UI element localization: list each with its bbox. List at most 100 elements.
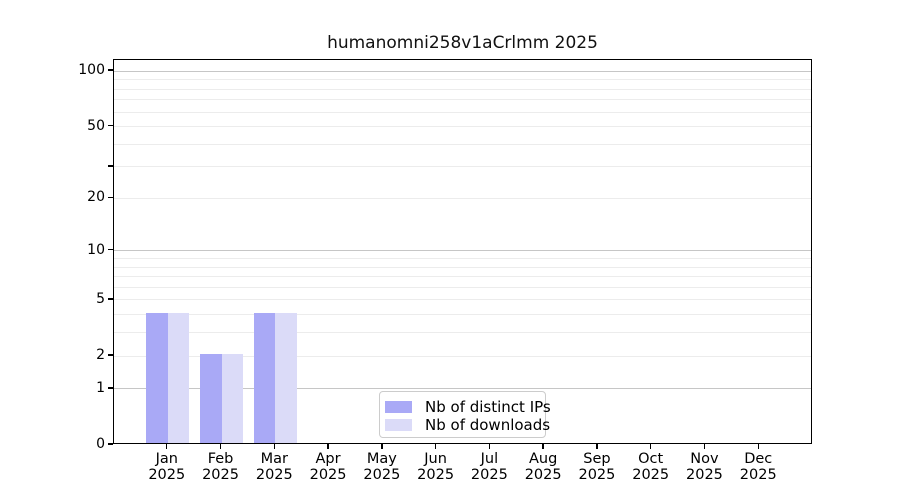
x-tick-label-year: 2025 [524,467,562,483]
x-tick [166,444,168,449]
gridline-minor [114,88,811,90]
y-tick-label: 50 [87,117,105,134]
gridline-minor [114,143,811,145]
y-tick [108,443,113,445]
x-tick-label-month: Oct [638,451,664,467]
legend-swatch-downloads-icon [385,419,412,431]
gridline-minor [114,266,811,268]
plot-area: Nb of distinct IPs Nb of downloads [113,59,812,444]
x-tick-label: Aug 2025 [508,451,578,483]
legend-swatch-distinct-ips-icon [385,401,412,413]
x-tick-label-month: Dec [744,451,773,467]
x-tick-label-month: May [366,451,397,467]
y-tick [108,387,113,389]
gridline-minor [114,355,811,357]
y-tick-label: 2 [96,347,105,363]
x-tick [542,444,544,449]
y-tick [108,69,113,71]
x-tick [273,444,275,449]
chart-title: humanomni258v1aCrlmm 2025 [327,33,598,53]
gridline-minor [114,166,811,168]
x-tick-label-year: 2025 [309,467,347,483]
y-tick [108,354,113,356]
y-tick-label: 10 [87,241,105,258]
x-tick-label-year: 2025 [417,467,455,483]
x-tick-label-year: 2025 [470,467,508,483]
x-tick [434,444,437,449]
gridline-major [114,388,811,390]
gridline-minor [114,111,811,113]
x-tick-label: Feb 2025 [186,451,256,483]
gridline-minor [114,79,811,81]
x-tick-label-month: Aug [528,451,558,467]
gridline-minor [114,299,811,301]
x-tick-label: Dec 2025 [723,451,793,483]
legend-entry-distinct-ips: Nb of distinct IPs [385,398,551,416]
x-tick [219,444,222,449]
y-tick [108,165,113,167]
x-tick-label-year: 2025 [739,467,777,483]
gridline-minor [114,99,811,101]
bar-downloads [275,312,297,443]
legend-label-downloads: Nb of downloads [425,416,551,434]
x-tick-label-year: 2025 [363,467,401,483]
x-tick-label-year: 2025 [632,467,670,483]
x-tick-label: Jul 2025 [454,451,524,483]
y-tick [108,249,113,251]
gridline-major [114,250,811,252]
gridline-minor [114,257,811,259]
x-tick [488,444,491,449]
gridline-minor [114,314,811,316]
bar-distinct-ips [253,312,276,443]
x-tick-label-month: Jun [424,451,447,467]
gridline-major [114,70,811,72]
x-tick-label-month: Feb [207,451,234,467]
bar-distinct-ips [200,354,222,443]
x-tick-label: Apr 2025 [293,451,363,483]
y-tick-label: 5 [96,290,105,307]
x-tick-label: Nov 2025 [669,451,739,483]
x-tick [327,444,329,449]
y-tick-label: 0 [96,436,105,452]
gridline-minor [114,286,811,288]
y-tick [108,298,113,300]
legend: Nb of distinct IPs Nb of downloads [379,391,551,438]
x-tick-label: Oct 2025 [616,451,686,483]
x-tick-label-month: Sep [583,451,611,467]
x-tick-label-month: Jul [480,451,499,467]
x-tick-label: May 2025 [347,451,417,483]
legend-entry-downloads: Nb of downloads [385,416,550,434]
x-tick-label-month: Jan [155,451,178,467]
x-tick [703,444,706,449]
gridline-minor [114,276,811,278]
x-tick-label-year: 2025 [148,467,186,483]
bar-downloads [167,312,190,443]
x-tick-label: Jan 2025 [132,451,202,483]
bar-distinct-ips [146,312,168,443]
y-tick-label: 1 [96,379,105,396]
x-tick-label-year: 2025 [686,467,723,483]
x-tick-label-month: Apr [315,451,341,467]
y-tick-label: 100 [78,62,105,79]
gridline-minor [114,332,811,334]
x-tick-label-year: 2025 [255,467,293,483]
y-tick-label: 20 [87,189,105,206]
x-tick [649,444,652,449]
x-tick-label-month: Mar [260,451,288,467]
x-tick-label-month: Nov [690,451,719,467]
x-tick [381,444,383,449]
x-tick-label: Sep 2025 [562,451,632,483]
y-tick [108,124,113,127]
gridline-minor [114,126,811,128]
gridline-minor [114,197,811,199]
x-tick [757,444,759,449]
x-tick-label: Mar 2025 [239,451,309,483]
y-tick [108,196,113,199]
legend-label-distinct-ips: Nb of distinct IPs [425,398,551,416]
x-tick-label: Jun 2025 [401,451,471,483]
x-tick [596,444,598,449]
bar-downloads [221,354,244,443]
x-tick-label-year: 2025 [202,467,239,483]
x-tick-label-year: 2025 [578,467,616,483]
